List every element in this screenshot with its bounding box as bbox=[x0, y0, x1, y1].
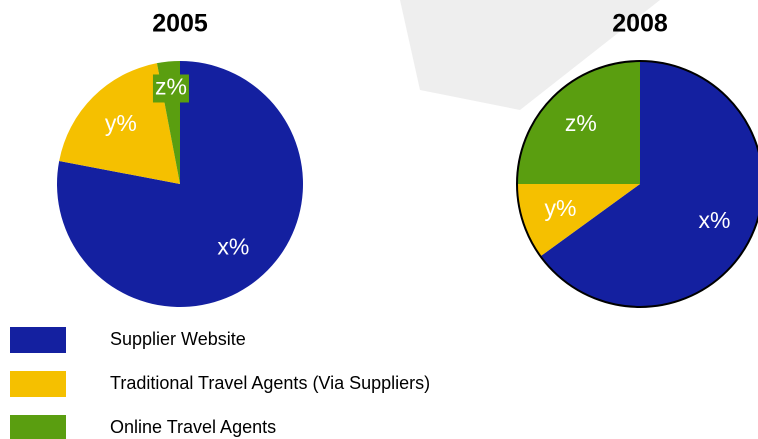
pie-slice bbox=[540, 61, 758, 307]
slice-label: z% bbox=[155, 74, 187, 100]
pie-outline bbox=[516, 60, 758, 308]
pie-slice bbox=[517, 61, 640, 184]
pie-slice bbox=[517, 184, 640, 257]
legend-swatch bbox=[10, 371, 66, 397]
slice-label: y% bbox=[544, 195, 576, 221]
legend-label: Traditional Travel Agents (Via Suppliers… bbox=[110, 373, 430, 393]
legend-swatch bbox=[10, 415, 66, 439]
legend-swatch bbox=[10, 327, 66, 353]
slice-label: x% bbox=[699, 207, 731, 233]
pie-slice bbox=[59, 63, 181, 185]
legend-label: Online Travel Agents bbox=[110, 417, 276, 437]
pie-slice bbox=[56, 61, 303, 307]
watermark bbox=[400, 0, 660, 110]
chart-title: 2005 bbox=[152, 10, 208, 38]
slice-label: y% bbox=[105, 110, 137, 136]
legend-label: Supplier Website bbox=[110, 329, 246, 349]
slice-label: z% bbox=[565, 110, 597, 136]
slice-label: x% bbox=[217, 234, 249, 260]
label-box bbox=[152, 74, 189, 103]
chart-title: 2008 bbox=[612, 10, 668, 38]
